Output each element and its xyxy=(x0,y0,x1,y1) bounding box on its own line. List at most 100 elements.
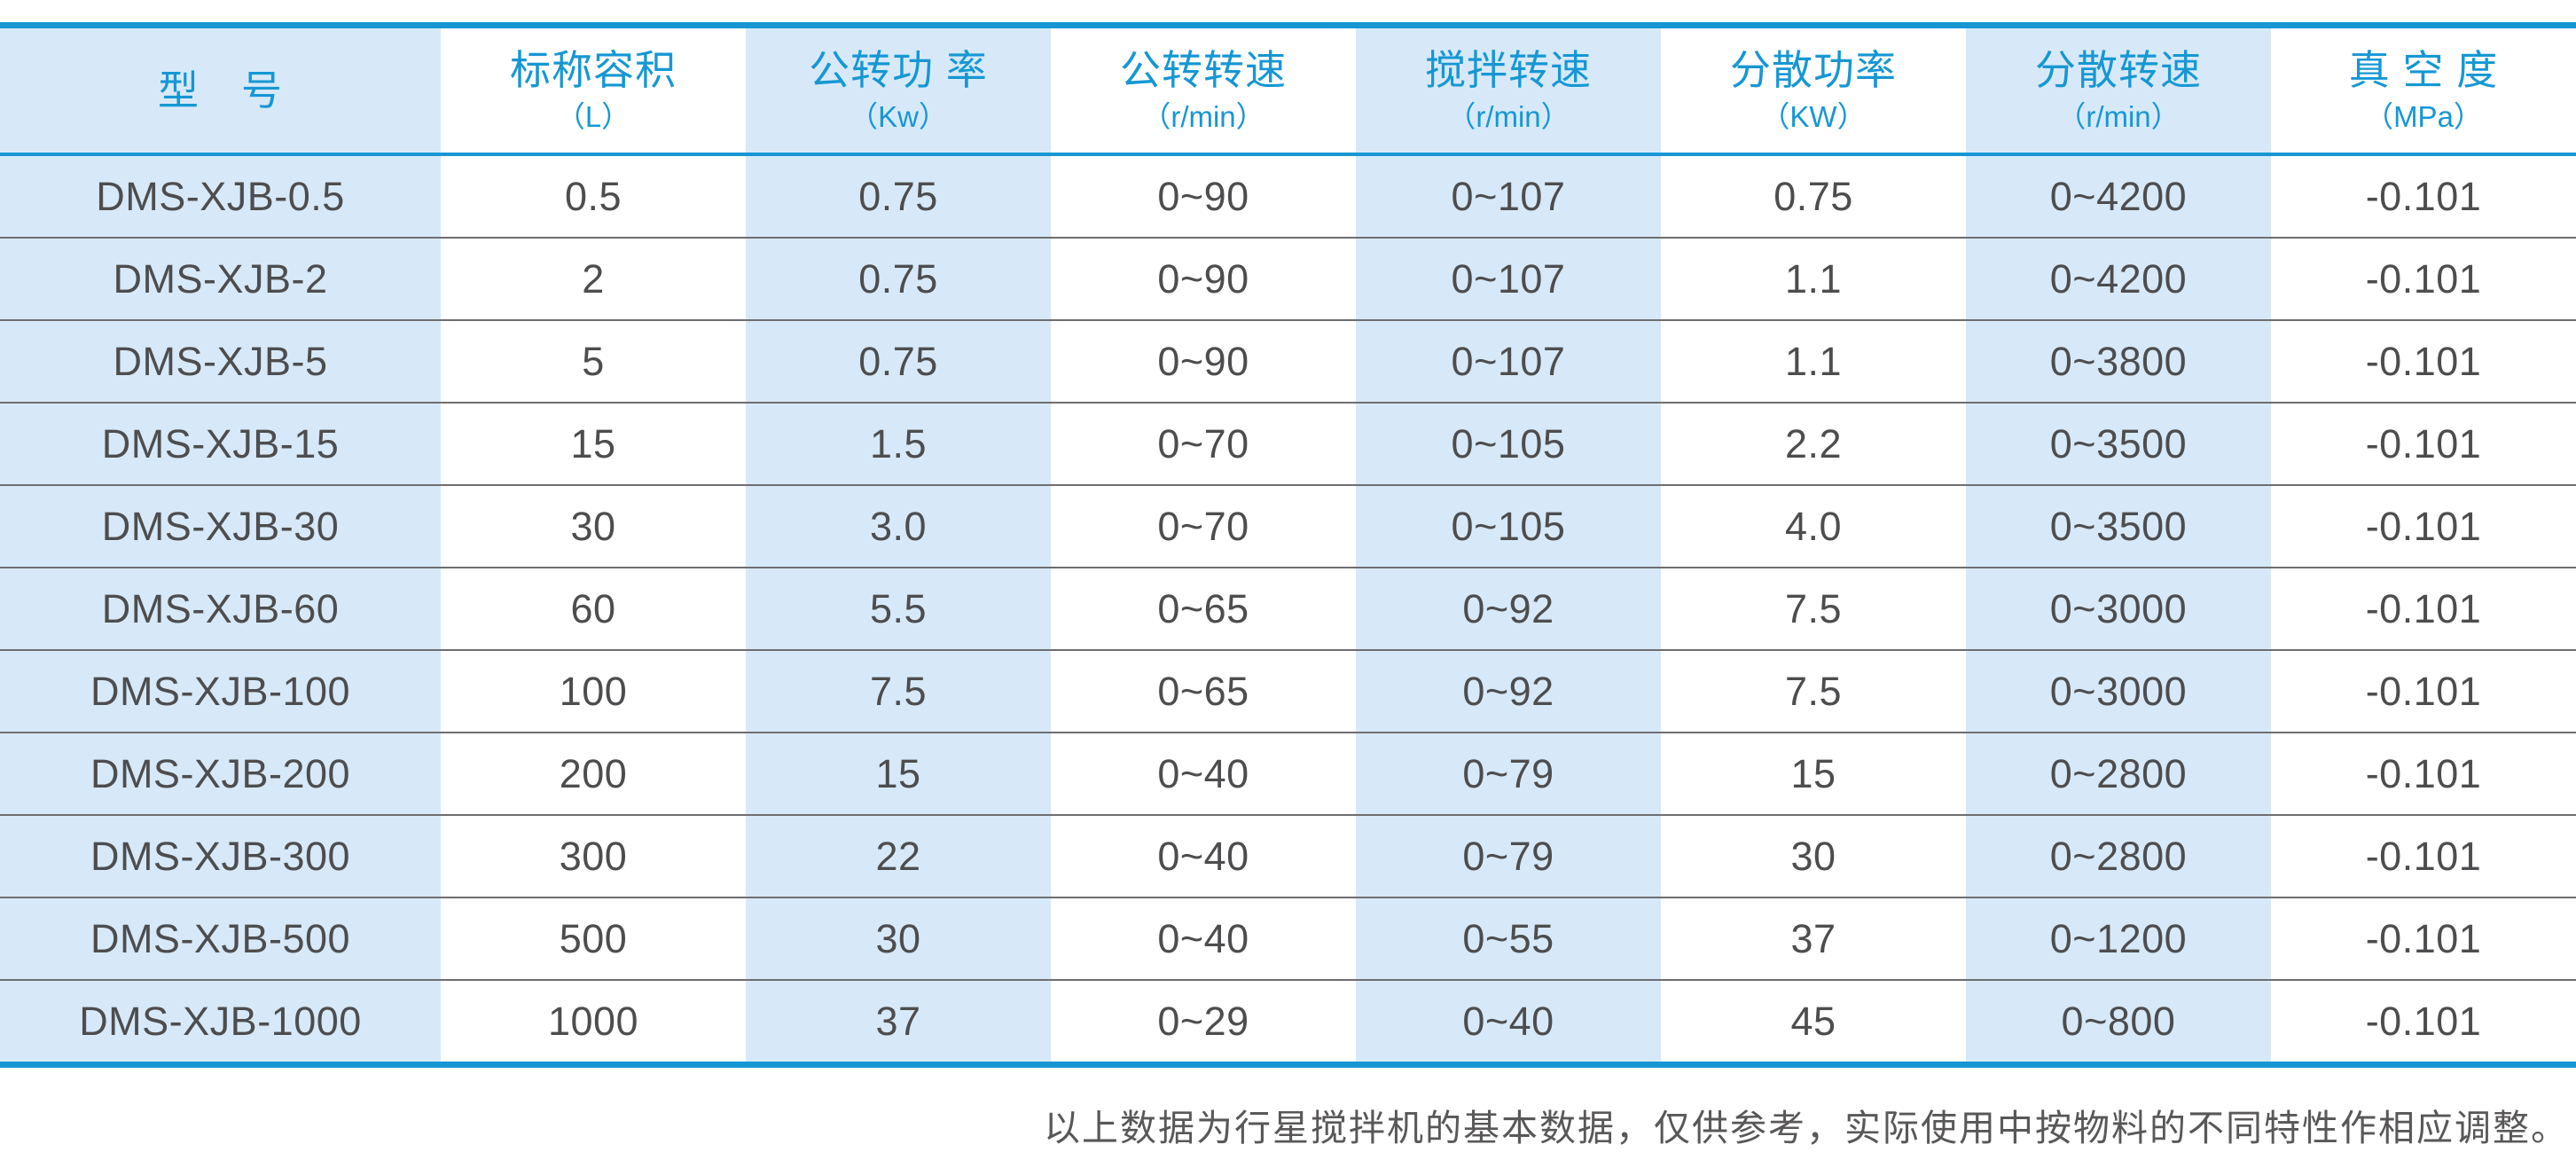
column-header-2: 公转功 率 （Kw） xyxy=(746,25,1051,154)
value-cell: 0~40 xyxy=(1157,833,1249,879)
header-row: 型 号 标称容积 （L） 公转功 率 （Kw） 公转转速 （r/min） 搅拌转速 （r/min… xyxy=(0,25,2576,155)
footnote: 以上数据为行星搅拌机的基本数据，仅供参考，实际使用中按物料的不同特性作相应调整。 xyxy=(1044,1108,2569,1148)
column-header-6: 分散转速 （r/min） xyxy=(1966,25,2271,154)
value-cell: -0.101 xyxy=(2365,833,2482,879)
table-row-DMS-XJB-5: DMS-XJB-5 5 0.75 0~90 0~107 1.1 0~3800 -0.101 xyxy=(0,320,2576,403)
value-cell: 60 xyxy=(570,585,616,631)
value-cell: 0~3800 xyxy=(1966,320,2271,403)
column-label: 标称容积 xyxy=(510,47,677,94)
value-cell: 15 xyxy=(746,733,1051,815)
table-row-DMS-XJB-200: DMS-XJB-200 200 15 0~40 0~79 15 0~2800 -0.101 xyxy=(0,733,2576,815)
column-unit: （KW） xyxy=(1760,100,1867,134)
model-cell: DMS-XJB-60 xyxy=(0,568,441,650)
table-row-DMS-XJB-30: DMS-XJB-30 30 3.0 0~70 0~105 4.0 0~3500 -0.101 xyxy=(0,485,2576,568)
model-cell: DMS-XJB-200 xyxy=(0,733,441,815)
value-cell: 0~105 xyxy=(1356,485,1661,568)
value-cell: 0~92 xyxy=(1356,650,1661,733)
value-cell: 37 xyxy=(746,980,1051,1065)
value-cell: 0~70 xyxy=(1157,503,1249,549)
value-cell: 0~2800 xyxy=(1966,733,2271,815)
value-cell: -0.101 xyxy=(2365,173,2482,219)
table-row-DMS-XJB-1000: DMS-XJB-1000 1000 37 0~29 0~40 45 0~800 -0.101 xyxy=(0,980,2576,1065)
column-header-5: 分散功率 （KW） xyxy=(1661,26,1966,155)
value-cell: 30 xyxy=(570,503,616,549)
value-cell: 0.75 xyxy=(746,238,1051,320)
model-cell: DMS-XJB-100 xyxy=(0,650,441,733)
value-cell: 0~2800 xyxy=(1966,815,2271,897)
value-cell: 0~65 xyxy=(1157,668,1249,714)
value-cell: 2 xyxy=(582,255,605,302)
column-header-1: 标称容积 （L） xyxy=(441,26,746,155)
value-cell: 0~90 xyxy=(1157,173,1249,219)
model-cell: DMS-XJB-0.5 xyxy=(0,154,441,238)
value-cell: -0.101 xyxy=(2365,668,2482,714)
value-cell: -0.101 xyxy=(2365,915,2482,961)
value-cell: 2.2 xyxy=(1784,420,1843,466)
table-row-DMS-XJB-2: DMS-XJB-2 2 0.75 0~90 0~107 1.1 0~4200 -0.101 xyxy=(0,238,2576,320)
value-cell: 300 xyxy=(559,833,628,879)
column-unit: （Kw） xyxy=(849,100,948,134)
column-label: 搅拌转速 xyxy=(1425,47,1592,94)
value-cell: 1.5 xyxy=(746,403,1051,485)
value-cell: -0.101 xyxy=(2365,420,2482,466)
column-header-3: 公转转速 （r/min） xyxy=(1051,26,1356,155)
value-cell: 7.5 xyxy=(1784,585,1843,631)
model-cell: DMS-XJB-30 xyxy=(0,485,441,568)
value-cell: 0.5 xyxy=(564,173,622,219)
value-cell: 7.5 xyxy=(746,650,1051,733)
value-cell: 0~107 xyxy=(1356,154,1661,238)
value-cell: 5 xyxy=(582,338,605,384)
value-cell: 0.75 xyxy=(746,154,1051,238)
value-cell: 0~107 xyxy=(1356,238,1661,320)
value-cell: 0~79 xyxy=(1356,733,1661,815)
value-cell: 0~3500 xyxy=(1966,403,2271,485)
value-cell: 4.0 xyxy=(1784,503,1843,549)
value-cell: 1.1 xyxy=(1784,338,1843,384)
column-header-0: 型 号 xyxy=(0,25,441,154)
value-cell: 0~4200 xyxy=(1966,154,2271,238)
table-body: DMS-XJB-0.5 0.5 0.75 0~90 0~107 0.75 0~4200 -0.… xyxy=(0,154,2576,1065)
value-cell: 30 xyxy=(1790,833,1836,879)
value-cell: 0~79 xyxy=(1356,815,1661,897)
value-cell: 3.0 xyxy=(746,485,1051,568)
model-cell: DMS-XJB-500 xyxy=(0,897,441,980)
value-cell: 0.75 xyxy=(1773,173,1853,219)
column-unit: （r/min） xyxy=(1446,100,1570,134)
model-cell: DMS-XJB-5 xyxy=(0,320,441,403)
value-cell: 15 xyxy=(570,420,616,466)
value-cell: 0~55 xyxy=(1356,897,1661,980)
value-cell: 30 xyxy=(746,897,1051,980)
value-cell: 0~92 xyxy=(1356,568,1661,650)
value-cell: 100 xyxy=(559,668,628,714)
model-cell: DMS-XJB-300 xyxy=(0,815,441,897)
table-row-DMS-XJB-15: DMS-XJB-15 15 1.5 0~70 0~105 2.2 0~3500 -0.101 xyxy=(0,403,2576,485)
column-label: 真 空 度 xyxy=(2348,47,2499,94)
value-cell: -0.101 xyxy=(2365,998,2482,1044)
value-cell: 0~800 xyxy=(1966,980,2271,1065)
value-cell: 0~29 xyxy=(1157,998,1249,1044)
value-cell: 0~40 xyxy=(1356,980,1661,1065)
value-cell: 7.5 xyxy=(1784,668,1843,714)
value-cell: 0~107 xyxy=(1356,320,1661,403)
value-cell: 15 xyxy=(1790,750,1836,796)
value-cell: 0~40 xyxy=(1157,750,1249,796)
value-cell: -0.101 xyxy=(2365,585,2482,631)
value-cell: 0.75 xyxy=(746,320,1051,403)
column-unit: （MPa） xyxy=(2364,100,2483,134)
value-cell: -0.101 xyxy=(2365,503,2482,549)
table-row-DMS-XJB-60: DMS-XJB-60 60 5.5 0~65 0~92 7.5 0~3000 -0.101 xyxy=(0,568,2576,650)
column-header-7: 真 空 度 （MPa） xyxy=(2271,26,2576,155)
column-label: 分散功率 xyxy=(1730,47,1897,94)
value-cell: -0.101 xyxy=(2365,750,2482,796)
column-label: 分散转速 xyxy=(2035,47,2202,94)
value-cell: 500 xyxy=(559,915,628,961)
value-cell: 0~4200 xyxy=(1966,238,2271,320)
table-row-DMS-XJB-500: DMS-XJB-500 500 30 0~40 0~55 37 0~1200 -0.101 xyxy=(0,897,2576,980)
table-row-DMS-XJB-0.5: DMS-XJB-0.5 0.5 0.75 0~90 0~107 0.75 0~4200 -0.… xyxy=(0,154,2576,238)
value-cell: 0~3000 xyxy=(1966,650,2271,733)
value-cell: 0~3500 xyxy=(1966,485,2271,568)
value-cell: 0~1200 xyxy=(1966,897,2271,980)
column-label: 型 号 xyxy=(158,67,283,114)
value-cell: 1.1 xyxy=(1784,255,1843,302)
